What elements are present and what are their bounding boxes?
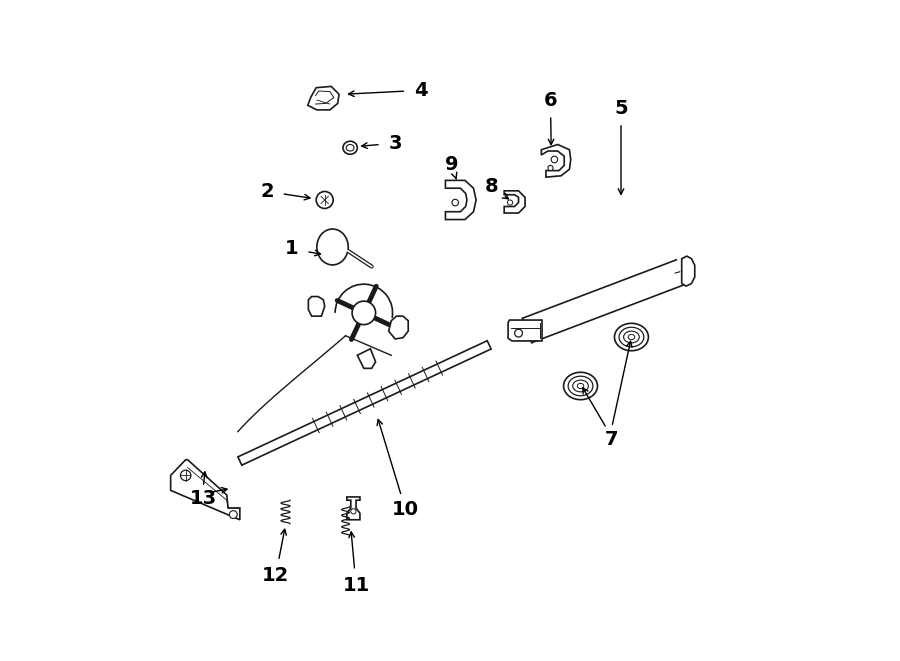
Ellipse shape <box>316 192 333 208</box>
Text: 4: 4 <box>414 81 427 100</box>
Ellipse shape <box>317 229 348 265</box>
Ellipse shape <box>563 372 598 400</box>
Polygon shape <box>681 256 695 286</box>
Polygon shape <box>309 297 325 316</box>
Text: 6: 6 <box>544 91 557 110</box>
Polygon shape <box>508 320 542 341</box>
Polygon shape <box>504 191 525 213</box>
Text: 2: 2 <box>260 182 274 201</box>
Polygon shape <box>446 180 476 219</box>
Text: 9: 9 <box>445 155 458 175</box>
Text: 12: 12 <box>262 566 290 585</box>
Circle shape <box>351 509 356 514</box>
Circle shape <box>508 200 513 205</box>
Text: 13: 13 <box>190 489 217 508</box>
Ellipse shape <box>343 141 357 154</box>
Ellipse shape <box>628 334 634 340</box>
Text: 1: 1 <box>285 239 299 258</box>
Text: 7: 7 <box>605 430 618 449</box>
Polygon shape <box>357 349 375 368</box>
Ellipse shape <box>619 327 644 347</box>
Circle shape <box>452 200 458 206</box>
Ellipse shape <box>568 376 593 396</box>
Polygon shape <box>171 460 239 520</box>
Polygon shape <box>542 145 571 177</box>
Ellipse shape <box>346 145 354 151</box>
Text: 11: 11 <box>342 576 370 594</box>
Text: 8: 8 <box>484 177 498 196</box>
Circle shape <box>548 165 554 171</box>
Text: 5: 5 <box>614 99 628 118</box>
Circle shape <box>551 156 558 163</box>
Circle shape <box>180 470 191 481</box>
Circle shape <box>515 329 522 337</box>
Ellipse shape <box>624 331 639 343</box>
Polygon shape <box>389 316 409 339</box>
Ellipse shape <box>577 383 584 389</box>
Polygon shape <box>308 87 339 110</box>
Circle shape <box>230 511 238 518</box>
Ellipse shape <box>572 380 589 392</box>
Polygon shape <box>346 497 360 520</box>
Text: 10: 10 <box>392 500 419 520</box>
Ellipse shape <box>615 323 648 351</box>
Circle shape <box>352 301 375 325</box>
Text: 3: 3 <box>389 134 402 153</box>
